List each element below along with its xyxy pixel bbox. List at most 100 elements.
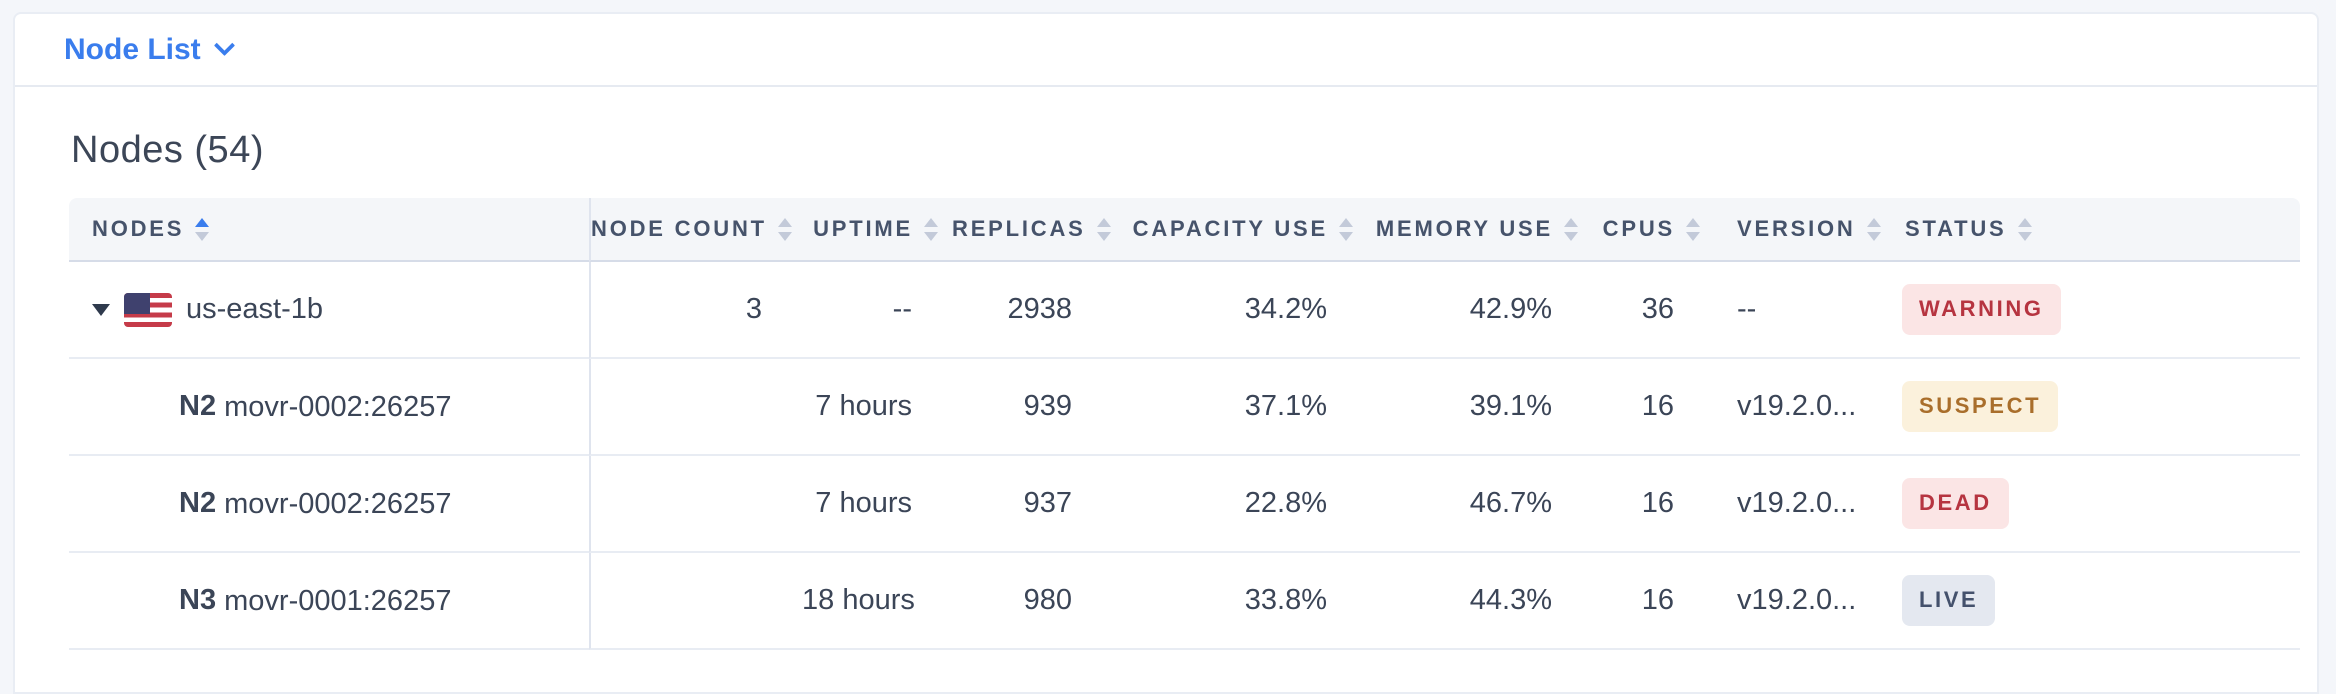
sort-arrows-icon[interactable] (2017, 217, 2032, 241)
sort-up-icon (1686, 217, 1700, 227)
node-list-link-label: Node List (64, 32, 201, 66)
cell-replicas: 939 (952, 359, 1112, 456)
cell-cpus: 16 (1592, 359, 1714, 456)
cell-version: -- (1714, 262, 1882, 359)
sort-down-icon (2017, 231, 2032, 241)
node-id: N2 (179, 486, 217, 519)
chevron-down-icon[interactable] (213, 34, 235, 57)
column-header-memory_use[interactable]: MEMORY USE (1367, 198, 1592, 262)
cell-nodes: N2 movr-0002:26257 (69, 456, 589, 553)
node-address: movr-0001:26257 (216, 584, 452, 617)
sort-down-icon (1686, 231, 1700, 241)
column-header-node_count[interactable]: NODE COUNT (589, 198, 802, 262)
cell-version: v19.2.0... (1714, 359, 1882, 456)
column-label-uptime: UPTIME (813, 216, 913, 241)
column-label-memory_use: MEMORY USE (1375, 216, 1553, 241)
cell-capacity_use: 37.1% (1112, 359, 1367, 456)
column-label-node_count: NODE COUNT (591, 216, 767, 241)
sort-arrows-icon[interactable] (1686, 217, 1700, 241)
node-row: N3 movr-0001:26257 18 hours 980 33.8% 44.3% 1… (69, 553, 2300, 650)
column-header-version[interactable]: VERSION (1714, 198, 1882, 262)
us-flag-icon (124, 292, 172, 327)
sort-down-icon (1096, 231, 1111, 241)
sort-up-icon (1339, 217, 1353, 227)
cell-status: LIVE (1882, 553, 2300, 650)
region-row: us-east-1b 3 -- 2938 34.2% 42.9% 36 -- WARNING (69, 262, 2300, 359)
sort-down-icon (195, 231, 210, 241)
sort-up-icon (1096, 217, 1111, 227)
node-list-link[interactable]: Node List (64, 32, 235, 67)
cell-replicas: 937 (952, 456, 1112, 553)
cell-cpus: 36 (1592, 262, 1714, 359)
column-header-uptime[interactable]: UPTIME (802, 198, 952, 262)
sort-up-icon (924, 217, 938, 227)
status-badge: LIVE (1902, 575, 1996, 626)
sort-down-icon (1564, 231, 1578, 241)
expand-caret-icon[interactable] (92, 303, 110, 316)
table-body: us-east-1b 3 -- 2938 34.2% 42.9% 36 -- WARNING N2… (69, 262, 2300, 650)
cell-replicas: 2938 (952, 262, 1112, 359)
column-label-capacity_use: CAPACITY USE (1132, 216, 1328, 241)
sort-arrows-icon[interactable] (195, 217, 210, 241)
column-header-status[interactable]: STATUS (1882, 198, 2300, 262)
node-list-card: Node List Nodes (54) NODES NODE COUNT UPTI… (13, 12, 2319, 694)
column-header-cpus[interactable]: CPUS (1592, 198, 1714, 262)
cell-node_count (589, 359, 802, 456)
column-label-status: STATUS (1905, 216, 2007, 241)
sort-up-icon (2017, 217, 2032, 227)
cell-status: DEAD (1882, 456, 2300, 553)
sort-down-icon (777, 231, 792, 241)
cell-nodes: N2 movr-0002:26257 (69, 359, 589, 456)
node-row: N2 movr-0002:26257 7 hours 939 37.1% 39.1% 16… (69, 359, 2300, 456)
sort-up-icon (195, 217, 210, 227)
cell-status: WARNING (1882, 262, 2300, 359)
sort-arrows-icon[interactable] (777, 217, 792, 241)
cell-capacity_use: 34.2% (1112, 262, 1367, 359)
page-title: Nodes (54) (71, 129, 264, 171)
sort-arrows-icon[interactable] (1564, 217, 1578, 241)
sort-arrows-icon[interactable] (1866, 217, 1881, 241)
column-header-replicas[interactable]: REPLICAS (952, 198, 1112, 262)
cell-nodes: us-east-1b (69, 262, 589, 359)
cell-version: v19.2.0... (1714, 456, 1882, 553)
nodes-section: Nodes (54) NODES NODE COUNT UPTIME REPLICAS… (15, 129, 2317, 650)
column-label-cpus: CPUS (1602, 216, 1675, 241)
cell-nodes: N3 movr-0001:26257 (69, 553, 589, 650)
cell-replicas: 980 (952, 553, 1112, 650)
sort-down-icon (1866, 231, 1881, 241)
breadcrumb: Node List (15, 14, 2317, 87)
cell-memory_use: 44.3% (1367, 553, 1592, 650)
cell-capacity_use: 33.8% (1112, 553, 1367, 650)
sort-up-icon (1866, 217, 1881, 227)
column-label-nodes: NODES (92, 216, 185, 241)
column-header-nodes[interactable]: NODES (69, 198, 589, 262)
node-id: N3 (179, 583, 217, 616)
cell-cpus: 16 (1592, 553, 1714, 650)
sort-arrows-icon[interactable] (1339, 217, 1353, 241)
node-address: movr-0002:26257 (216, 487, 452, 520)
cell-version: v19.2.0... (1714, 553, 1882, 650)
column-label-replicas: REPLICAS (952, 216, 1086, 241)
sort-up-icon (1564, 217, 1578, 227)
cell-uptime: 7 hours (802, 456, 952, 553)
cell-node_count (589, 456, 802, 553)
node-id: N2 (179, 389, 217, 422)
table-header-row: NODES NODE COUNT UPTIME REPLICAS CAPACITY US… (69, 198, 2300, 262)
column-header-capacity_use[interactable]: CAPACITY USE (1112, 198, 1367, 262)
cell-cpus: 16 (1592, 456, 1714, 553)
sort-arrows-icon[interactable] (1096, 217, 1111, 241)
cell-status: SUSPECT (1882, 359, 2300, 456)
sort-arrows-icon[interactable] (924, 217, 938, 241)
cell-uptime: -- (802, 262, 952, 359)
cell-memory_use: 39.1% (1367, 359, 1592, 456)
cell-node_count (589, 553, 802, 650)
sort-down-icon (924, 231, 938, 241)
sort-down-icon (1339, 231, 1353, 241)
status-badge: DEAD (1902, 478, 2009, 529)
sort-up-icon (777, 217, 792, 227)
node-row: N2 movr-0002:26257 7 hours 937 22.8% 46.7% 16… (69, 456, 2300, 553)
column-label-version: VERSION (1737, 216, 1856, 241)
cell-uptime: 7 hours (802, 359, 952, 456)
region-name: us-east-1b (186, 293, 324, 326)
cell-capacity_use: 22.8% (1112, 456, 1367, 553)
